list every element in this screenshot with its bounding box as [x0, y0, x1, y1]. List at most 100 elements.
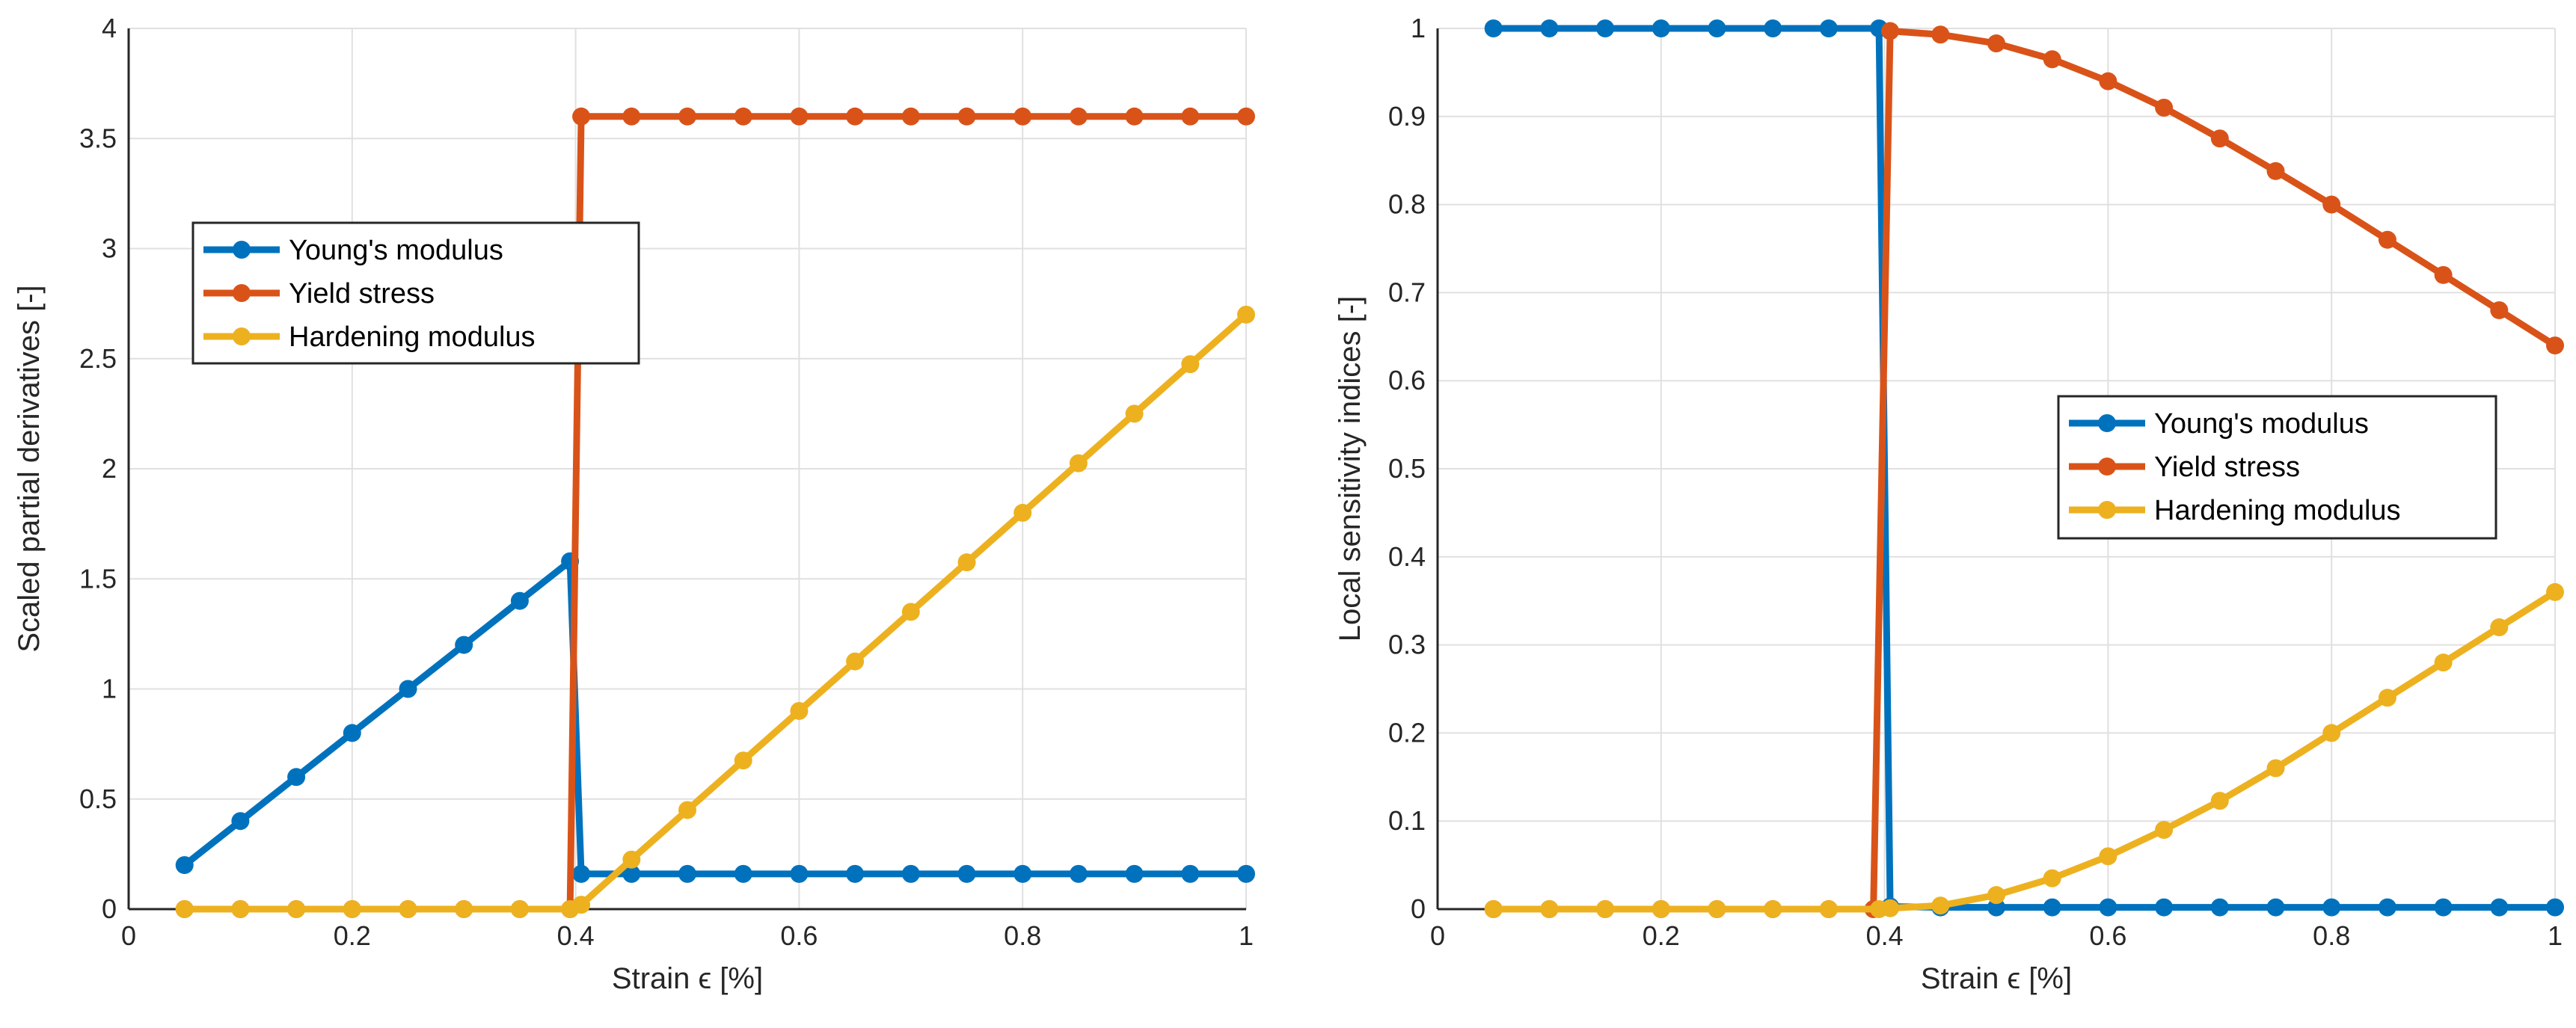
data-point: [1013, 503, 1032, 522]
x-tick-label: 0.6: [780, 920, 818, 951]
data-point: [1540, 19, 1559, 37]
series-young-s-modulus: [175, 552, 1255, 883]
data-point: [510, 900, 529, 918]
data-point: [901, 107, 920, 126]
data-point: [1125, 107, 1144, 126]
data-point: [1652, 19, 1670, 37]
x-tick-label: 0.4: [1866, 920, 1904, 951]
y-tick-label: 3: [102, 233, 117, 264]
y-tick-label: 3.5: [79, 123, 117, 153]
legend-marker: [233, 241, 251, 259]
data-point: [678, 107, 696, 126]
legend-marker: [2098, 458, 2116, 475]
data-point: [622, 850, 641, 869]
data-point: [2266, 161, 2285, 180]
series-line: [182, 558, 1246, 878]
x-tick-label: 0.2: [334, 920, 371, 951]
y-axis-label: Local sensitivity indices [-]: [1334, 296, 1367, 641]
legend-label: Hardening modulus: [289, 321, 536, 353]
data-point: [734, 107, 752, 126]
x-axis-label: Strain ϵ [%]: [1921, 962, 2072, 995]
data-point: [2210, 792, 2229, 810]
x-tick-label: 1: [2548, 920, 2563, 951]
data-point: [343, 900, 361, 918]
legend-marker: [233, 284, 251, 302]
data-point: [2266, 898, 2285, 917]
chart-1: 0 0.2 0.4 0.6 0.8 1 0 0.5 1 1.5 2 2.5 3 3.5 4 Strain ϵ …: [13, 13, 1255, 995]
data-point: [1596, 900, 1615, 918]
y-tick-label: 0.2: [1388, 717, 1426, 748]
data-point: [1881, 899, 1900, 917]
data-point: [2210, 129, 2229, 148]
data-point: [846, 107, 865, 126]
y-tick-label: 2.5: [79, 343, 117, 374]
x-axis-label: Strain ϵ [%]: [612, 962, 763, 995]
legend-label: Yield stress: [2154, 452, 2300, 483]
data-point: [1181, 864, 1200, 883]
data-point: [1881, 22, 1900, 40]
data-point: [1708, 900, 1726, 918]
data-point: [1819, 19, 1838, 37]
data-point: [1764, 900, 1782, 918]
data-point: [2043, 869, 2061, 887]
x-tick-label: 0: [121, 920, 136, 951]
data-point: [572, 107, 591, 126]
legend-label: Young's modulus: [2154, 408, 2369, 440]
legend-label: Yield stress: [289, 278, 435, 310]
legend-marker: [233, 327, 251, 345]
data-point: [846, 652, 865, 671]
y-tick-label: 1: [1411, 13, 1426, 43]
legend-marker: [2098, 501, 2116, 519]
data-point: [175, 856, 194, 875]
data-point: [622, 107, 641, 126]
data-point: [2155, 898, 2174, 917]
data-point: [790, 864, 809, 883]
data-point: [572, 864, 591, 883]
data-point: [2155, 99, 2174, 117]
data-point: [2434, 653, 2453, 672]
data-point: [1652, 900, 1670, 918]
legend-label: Hardening modulus: [2154, 495, 2401, 526]
y-tick-label: 0.8: [1388, 189, 1426, 220]
legend-label: Young's modulus: [289, 235, 503, 266]
data-point: [1237, 864, 1255, 883]
x-tick-label: 0.4: [557, 920, 595, 951]
chart-2: 0 0.2 0.4 0.6 0.8 1 0 0.1 0.2 0.3 0.4 0.5 0.6 0.7 0.8 0…: [1334, 13, 2564, 995]
series-young-s-modulus: [1484, 19, 2564, 917]
data-point: [790, 107, 809, 126]
data-point: [343, 724, 361, 742]
data-point: [455, 635, 473, 654]
y-tick-label: 1: [102, 674, 117, 704]
data-point: [678, 801, 696, 819]
y-tick-label: 0.7: [1388, 277, 1426, 307]
data-point: [399, 900, 417, 918]
y-tick-label: 0.3: [1388, 630, 1426, 660]
data-point: [1987, 34, 2005, 53]
series-line: [184, 312, 1248, 913]
data-point: [734, 751, 752, 770]
x-tick-label: 0.2: [1643, 920, 1680, 951]
data-point: [1484, 19, 1503, 37]
data-point: [1484, 900, 1503, 918]
data-point: [846, 864, 865, 883]
data-point: [1596, 19, 1615, 37]
y-tick-label: 4: [102, 13, 117, 43]
y-tick-label: 1.5: [79, 563, 117, 594]
data-point: [1237, 305, 1255, 324]
series-hardening-modulus: [1484, 582, 2564, 918]
data-point: [2546, 898, 2564, 917]
x-tick-label: 0: [1430, 920, 1445, 951]
data-point: [2043, 898, 2061, 917]
data-point: [2322, 724, 2341, 742]
data-point: [1987, 886, 2005, 905]
data-point: [2490, 301, 2509, 319]
y-tick-label: 0: [102, 893, 117, 924]
data-point: [2434, 898, 2453, 917]
data-point: [1013, 107, 1032, 126]
y-tick-label: 0.5: [79, 784, 117, 814]
y-tick-label: 0.6: [1388, 365, 1426, 395]
data-point: [957, 107, 976, 126]
data-point: [1125, 404, 1144, 423]
data-point: [2378, 898, 2396, 917]
